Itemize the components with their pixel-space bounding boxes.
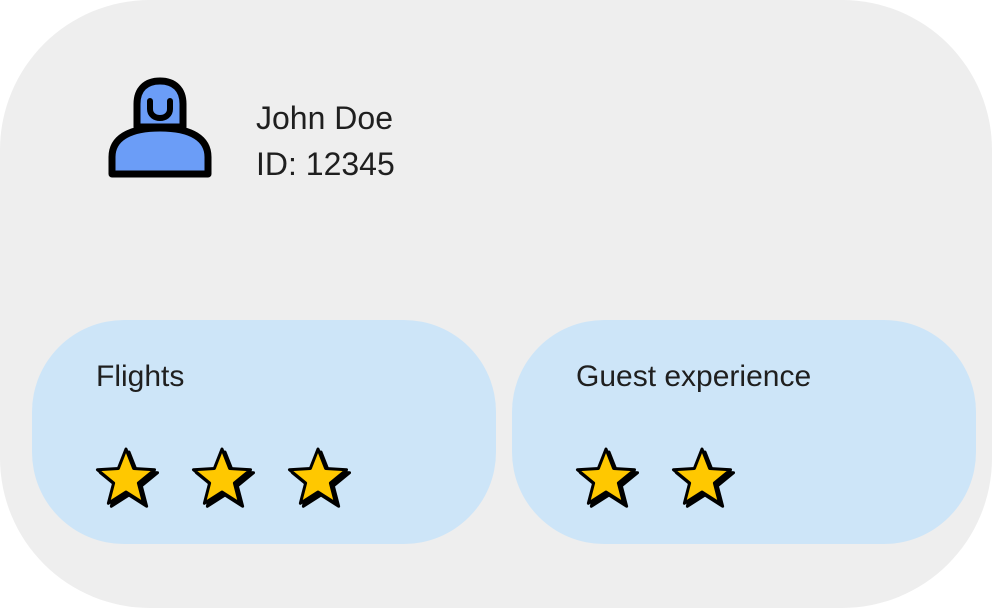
user-name: John Doe — [256, 100, 393, 136]
rating-panel-flights: Flights — [32, 320, 496, 544]
star-icon — [671, 447, 736, 508]
rating-panel-guest-experience: Guest experience — [512, 320, 976, 544]
star-icon — [95, 447, 160, 508]
star-icon — [287, 447, 352, 508]
star-icon — [575, 447, 640, 508]
star-rating-flights — [94, 446, 352, 512]
user-id: ID: 12345 — [256, 146, 395, 182]
rating-title-guest-experience: Guest experience — [576, 360, 812, 393]
star-rating-guest-experience — [574, 446, 736, 512]
star-icon — [191, 447, 256, 508]
user-avatar-icon — [108, 77, 212, 178]
rating-title-flights: Flights — [96, 360, 185, 393]
